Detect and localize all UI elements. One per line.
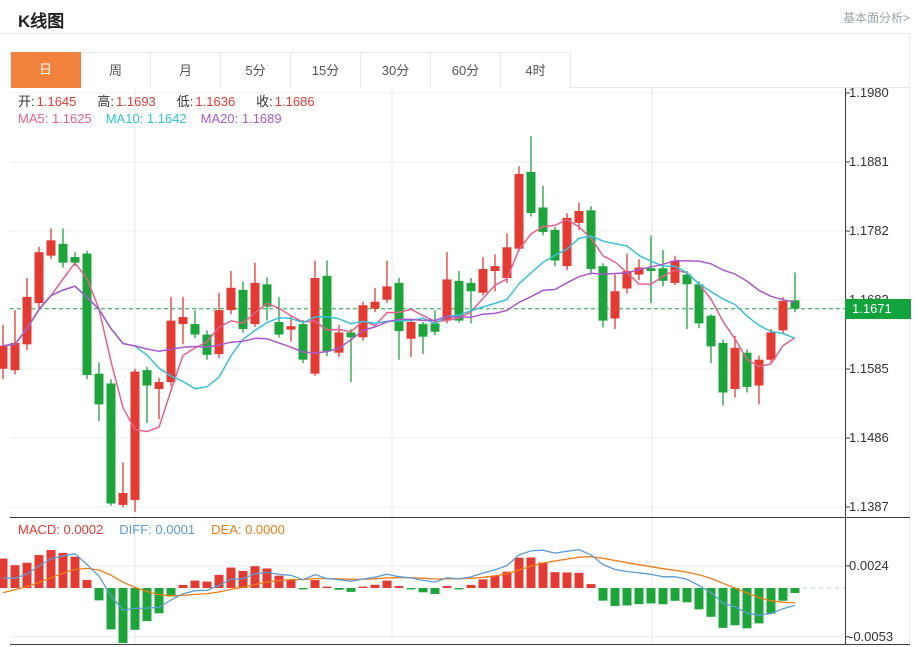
- ohlc-legend: 开: 1.1645 高: 1.1693 低: 1.1636 收: 1.1686: [18, 91, 315, 110]
- ma-legend: MA5: 1.1625 MA10: 1.1642 MA20: 1.1689: [18, 111, 282, 126]
- container-right-border: [909, 33, 910, 645]
- ma5-value: MA5: 1.1625: [18, 111, 92, 126]
- tab-5min[interactable]: 5分: [221, 53, 291, 88]
- price-axis-label: 1.1980: [849, 85, 889, 100]
- tab-week[interactable]: 周: [81, 53, 151, 88]
- last-price-badge: 1.1671: [845, 299, 911, 319]
- diff-value: DIFF: 0.0001: [119, 522, 196, 537]
- macd-legend: MACD: 0.0002 DIFF: 0.0001 DEA: 0.0000: [18, 522, 285, 537]
- price-axis-label: 1.1881: [849, 154, 889, 169]
- tab-60min[interactable]: 60分: [431, 53, 501, 88]
- low-value: 低: 1.1636: [176, 94, 236, 109]
- high-value: 高: 1.1693: [97, 94, 156, 109]
- page-title: K线图: [18, 12, 65, 31]
- tab-15min[interactable]: 15分: [291, 53, 361, 88]
- macd-axis-label: -0.0053: [849, 629, 894, 644]
- dea-value: DEA: 0.0000: [211, 522, 285, 537]
- price-axis-label: 1.1782: [849, 223, 889, 238]
- price-axis-label: 1.1486: [849, 430, 889, 445]
- price-axis-label: 1.1387: [849, 499, 889, 514]
- open-value: 开: 1.1645: [18, 94, 77, 109]
- ma10-value: MA10: 1.1642: [105, 111, 187, 126]
- tab-4hour[interactable]: 4时: [501, 53, 571, 88]
- close-value: 收: 1.1686: [256, 94, 315, 109]
- tab-day[interactable]: 日: [11, 52, 81, 88]
- header-divider: [0, 33, 910, 34]
- tab-30min[interactable]: 30分: [361, 53, 431, 88]
- price-axis-label: 1.1585: [849, 361, 889, 376]
- macd-value: MACD: 0.0002: [18, 522, 104, 537]
- fundamental-analysis-link[interactable]: 基本面分析>: [842, 11, 910, 25]
- ma20-value: MA20: 1.1689: [200, 111, 282, 126]
- macd-axis-label: 0.0024: [849, 558, 889, 573]
- interval-tabs: 日 周 月 5分 15分 30分 60分 4时: [10, 52, 571, 88]
- tab-month[interactable]: 月: [151, 53, 221, 88]
